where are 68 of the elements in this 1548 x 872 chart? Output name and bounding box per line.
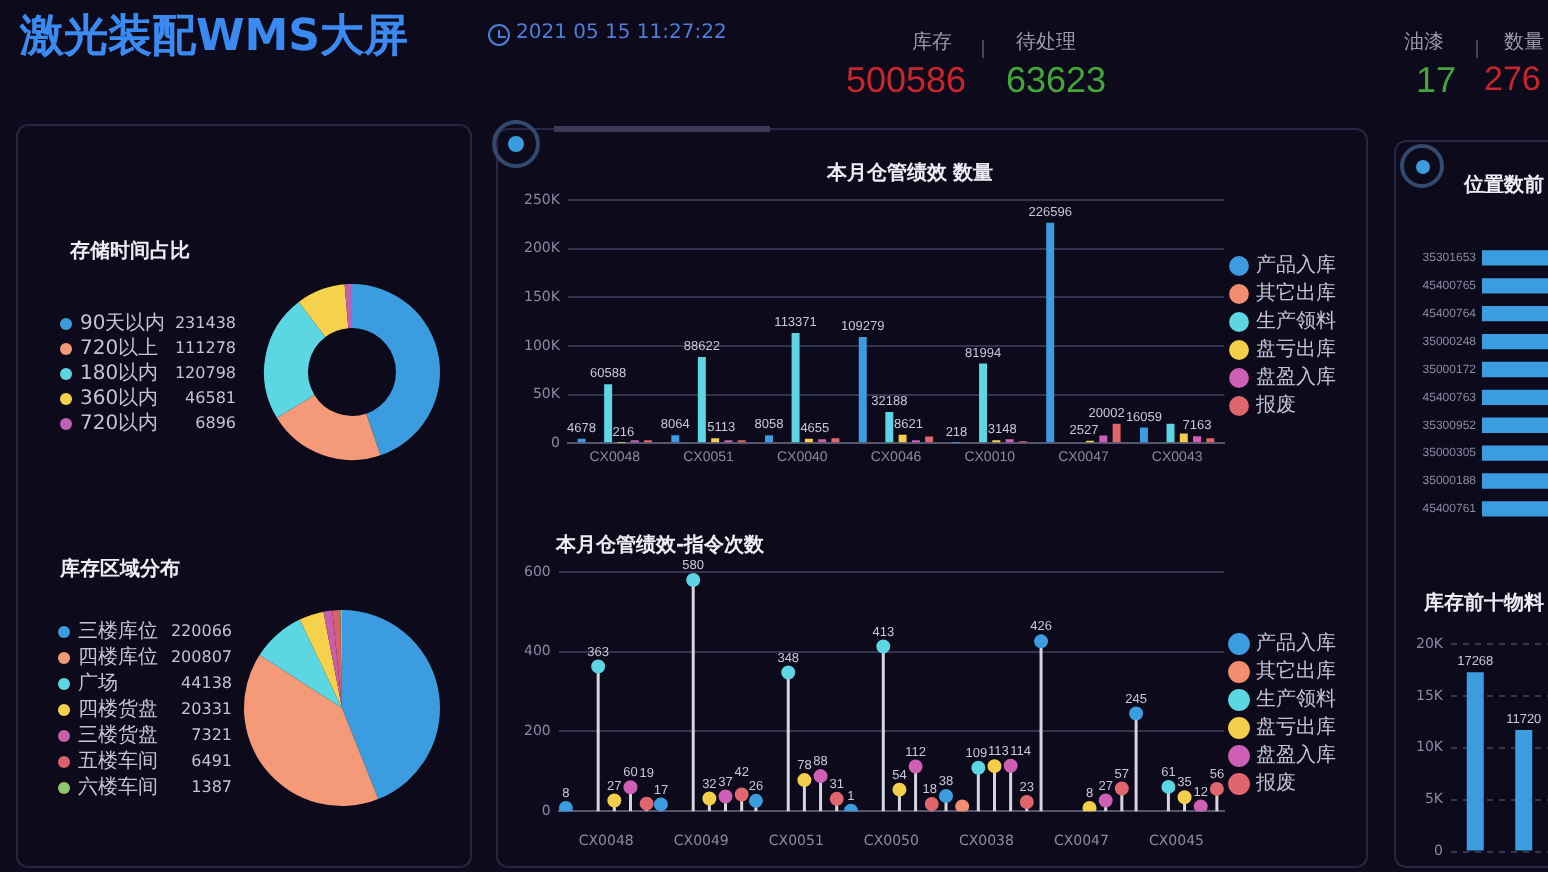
chart-title: 库存前十物料 bbox=[1422, 591, 1544, 616]
chart-title: 库存区域分布 bbox=[58, 557, 180, 582]
data-label: 44138 bbox=[181, 674, 232, 693]
bar bbox=[1179, 433, 1188, 443]
data-label: 200807 bbox=[170, 648, 232, 667]
data-label: 231438 bbox=[174, 314, 236, 333]
legend-label: 其它出库 bbox=[1256, 281, 1336, 306]
data-label: 111278 bbox=[174, 339, 236, 358]
data-label: 20331 bbox=[181, 700, 232, 719]
text: 激光装配WMS大屏 bbox=[20, 12, 409, 65]
bar bbox=[1112, 423, 1121, 443]
chart-title: 位置数前 bbox=[1462, 173, 1544, 198]
text: 63623 bbox=[1006, 60, 1107, 102]
bar bbox=[765, 435, 774, 443]
legend-label: 四楼库位 bbox=[78, 645, 158, 670]
bar bbox=[671, 435, 680, 443]
legend-label: 720以上 bbox=[80, 336, 159, 361]
bar bbox=[979, 363, 988, 443]
bar bbox=[925, 436, 934, 443]
bar bbox=[604, 384, 613, 443]
legend-label: 产品入库 bbox=[1256, 631, 1336, 656]
legend-label: 六楼车间 bbox=[78, 775, 158, 800]
legend-label: 720以内 bbox=[80, 411, 159, 436]
legend-label: 盘盈入库 bbox=[1256, 743, 1336, 768]
text: 276 bbox=[1484, 60, 1541, 100]
text: 数量 bbox=[1504, 32, 1544, 54]
text: 2021 05 15 11:27:22 bbox=[516, 22, 727, 44]
legend-label: 四楼货盘 bbox=[78, 697, 158, 722]
legend-label: 生产领料 bbox=[1256, 309, 1336, 334]
legend-label: 生产领料 bbox=[1256, 687, 1336, 712]
data-label: 46581 bbox=[185, 389, 236, 408]
bar bbox=[858, 336, 867, 443]
legend-label: 五楼车间 bbox=[78, 749, 158, 774]
legend-label: 广场 bbox=[78, 671, 118, 696]
legend-label: 360以内 bbox=[80, 386, 159, 411]
legend-label: 盘亏出库 bbox=[1256, 337, 1336, 362]
text: 油漆 bbox=[1404, 32, 1444, 54]
legend-label: 三楼库位 bbox=[78, 619, 158, 644]
chart-title: 本月仓管绩效 数量 bbox=[824, 161, 994, 186]
bar bbox=[1139, 427, 1148, 443]
data-label: 220066 bbox=[170, 622, 232, 641]
text: 17 bbox=[1416, 60, 1457, 102]
data-label: 1387 bbox=[191, 778, 232, 797]
text: 待处理 bbox=[1016, 32, 1076, 54]
legend-label: 三楼货盘 bbox=[78, 723, 158, 748]
data-label: 120798 bbox=[174, 364, 236, 383]
text: 500586 bbox=[846, 60, 967, 102]
bar bbox=[885, 411, 894, 443]
text: 库存 bbox=[912, 32, 952, 54]
chart-title: 存储时间占比 bbox=[68, 239, 190, 264]
data-label: 6491 bbox=[191, 752, 232, 771]
bar bbox=[1193, 436, 1202, 443]
legend-label: 盘亏出库 bbox=[1256, 715, 1336, 740]
legend-label: 180以内 bbox=[80, 361, 159, 386]
legend-label: 产品入库 bbox=[1256, 253, 1336, 278]
bar bbox=[1046, 222, 1055, 443]
data-label: 7321 bbox=[191, 726, 232, 745]
legend-label: 报废 bbox=[1254, 771, 1296, 796]
bar bbox=[1099, 435, 1108, 443]
bar bbox=[791, 332, 800, 443]
chart-title: 本月仓管绩效-指令次数 bbox=[554, 533, 767, 558]
legend-label: 其它出库 bbox=[1256, 659, 1336, 684]
legend-label: 报废 bbox=[1254, 393, 1296, 418]
legend-label: 90天以内 bbox=[80, 311, 166, 336]
data-label: 6896 bbox=[195, 414, 236, 433]
bar bbox=[697, 356, 706, 443]
legend-label: 盘盈入库 bbox=[1256, 365, 1336, 390]
bar bbox=[898, 434, 907, 443]
